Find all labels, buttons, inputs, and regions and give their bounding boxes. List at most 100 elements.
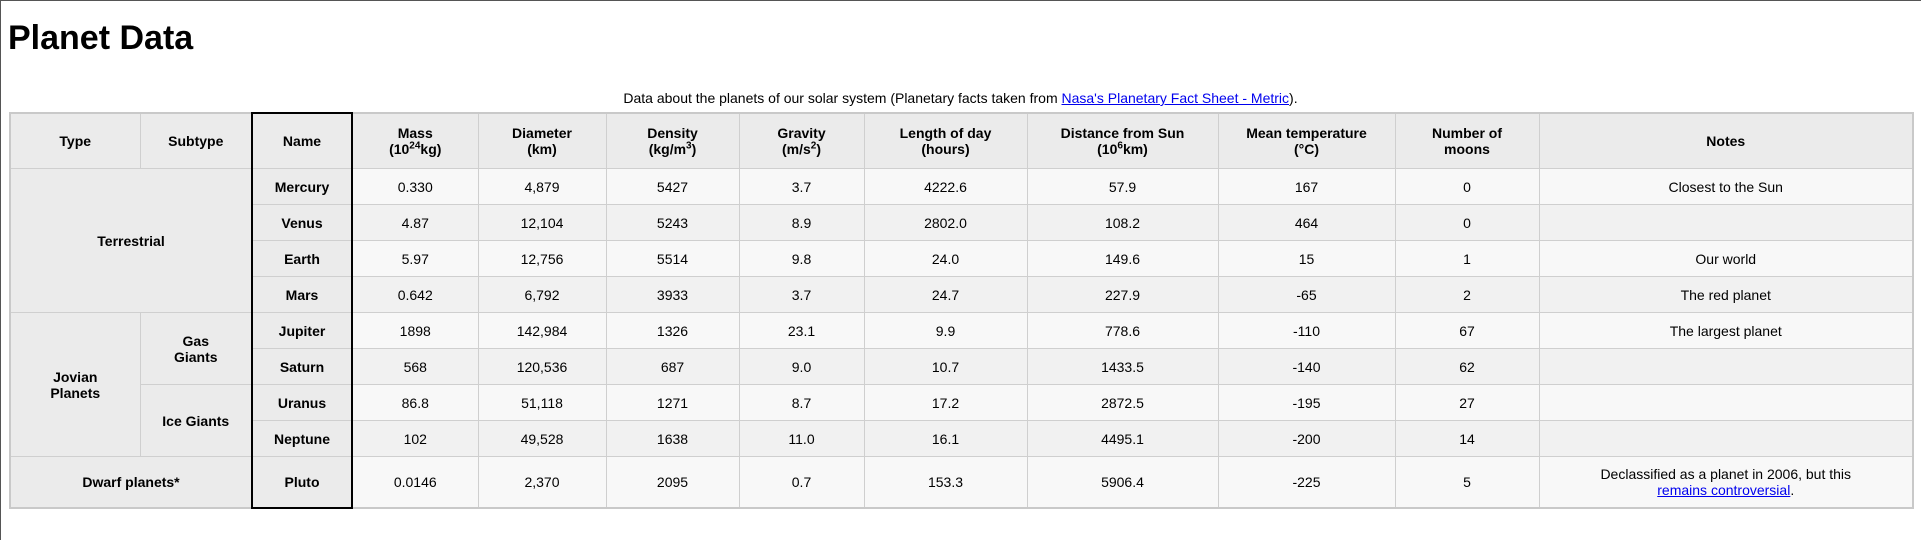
cell-distance: 108.2: [1026, 204, 1219, 241]
header-mass: Mass (1024kg): [351, 112, 479, 169]
planet-name: Jupiter: [251, 312, 353, 349]
header-notes: Notes: [1538, 112, 1914, 169]
cell-temp: -65: [1217, 276, 1396, 313]
header-type: Type: [9, 112, 141, 169]
cell-temp: -140: [1217, 348, 1396, 385]
cell-notes: Declassified as a planet in 2006, but th…: [1538, 456, 1914, 509]
cell-gravity: 3.7: [738, 168, 865, 205]
cell-distance: 4495.1: [1026, 420, 1219, 457]
table-row: Saturn 568 120,536 687 9.0 10.7 1433.5 -…: [10, 348, 1914, 385]
group-ice-giants: Ice Giants: [139, 384, 253, 457]
cell-gravity: 9.0: [738, 348, 865, 385]
header-length-of-day: Length of day (hours): [863, 112, 1028, 169]
cell-day: 10.7: [863, 348, 1028, 385]
header-mean-temperature: Mean temperature (°C): [1217, 112, 1396, 169]
cell-diameter: 120,536: [477, 348, 607, 385]
table-row: Terrestrial Mercury 0.330 4,879 5427 3.7…: [9, 168, 1914, 313]
cell-notes: [1538, 348, 1914, 385]
header-diameter: Diameter (km): [477, 112, 607, 169]
cell-notes: Closest to the Sun: [1538, 168, 1914, 205]
cell-density: 1271: [605, 384, 740, 421]
planet-name: Uranus: [251, 384, 353, 421]
cell-notes: [1538, 420, 1914, 457]
cell-distance: 778.6: [1026, 312, 1219, 349]
cell-density: 3933: [605, 276, 740, 313]
planet-table-wrapper: Data about the planets of our solar syst…: [9, 88, 1914, 509]
cell-temp: -195: [1217, 384, 1396, 421]
cell-diameter: 142,984: [477, 312, 607, 349]
cell-day: 9.9: [863, 312, 1028, 349]
cell-mass: 5.97: [351, 240, 479, 277]
group-dwarf-planets: Dwarf planets*: [9, 456, 253, 509]
cell-diameter: 51,118: [477, 384, 607, 421]
header-row: Type Subtype Name Mass (1024kg) Diameter(…: [9, 112, 1914, 169]
header-subtype: Subtype: [139, 112, 253, 169]
header-density: Density (kg/m3): [605, 112, 740, 169]
cell-day: 153.3: [863, 456, 1028, 509]
planet-name: Mars: [251, 276, 353, 313]
planet-name: Saturn: [251, 348, 353, 385]
table-row: Earth 5.97 12,756 5514 9.8 24.0 149.6 15…: [10, 240, 1914, 277]
remains-controversial-link[interactable]: remains controversial: [1657, 482, 1791, 498]
cell-density: 687: [605, 348, 740, 385]
cell-notes: The largest planet: [1538, 312, 1914, 349]
cell-mass: 86.8: [351, 384, 479, 421]
planet-name: Neptune: [251, 420, 353, 457]
cell-day: 24.7: [863, 276, 1028, 313]
cell-mass: 0.0146: [351, 456, 479, 509]
group-gas-giants: Gas Giants: [139, 312, 253, 385]
nasa-fact-sheet-link[interactable]: Nasa's Planetary Fact Sheet - Metric: [1061, 90, 1290, 106]
table-caption: Data about the planets of our solar syst…: [9, 88, 1912, 112]
cell-temp: -225: [1217, 456, 1396, 509]
cell-diameter: 12,104: [477, 204, 607, 241]
cell-moons: 5: [1394, 456, 1540, 509]
cell-temp: -110: [1217, 312, 1396, 349]
table-row: Dwarf planets* Pluto 0.0146 2,370 2095 0…: [9, 456, 1914, 509]
cell-distance: 227.9: [1026, 276, 1219, 313]
cell-distance: 149.6: [1026, 240, 1219, 277]
cell-density: 1326: [605, 312, 740, 349]
cell-gravity: 8.9: [738, 204, 865, 241]
cell-gravity: 3.7: [738, 276, 865, 313]
cell-distance: 5906.4: [1026, 456, 1219, 509]
cell-mass: 568: [351, 348, 479, 385]
cell-moons: 67: [1394, 312, 1540, 349]
cell-day: 17.2: [863, 384, 1028, 421]
cell-mass: 1898: [351, 312, 479, 349]
cell-gravity: 11.0: [738, 420, 865, 457]
cell-diameter: 4,879: [477, 168, 607, 205]
cell-moons: 62: [1394, 348, 1540, 385]
cell-temp: 464: [1217, 204, 1396, 241]
planet-name: Pluto: [251, 456, 353, 509]
cell-gravity: 23.1: [738, 312, 865, 349]
header-gravity: Gravity (m/s2): [738, 112, 865, 169]
planet-name: Venus: [251, 204, 353, 241]
caption-text-after: ).: [1289, 90, 1298, 106]
cell-moons: 27: [1394, 384, 1540, 421]
cell-gravity: 0.7: [738, 456, 865, 509]
header-name: Name: [251, 112, 353, 169]
cell-gravity: 9.8: [738, 240, 865, 277]
cell-notes: Our world: [1538, 240, 1914, 277]
page-title: Planet Data: [8, 19, 194, 57]
cell-moons: 0: [1394, 168, 1540, 205]
cell-density: 2095: [605, 456, 740, 509]
table-row: Ice Giants Uranus 86.8 51,118 1271 8.7 1…: [10, 384, 1914, 457]
cell-density: 5243: [605, 204, 740, 241]
cell-diameter: 12,756: [477, 240, 607, 277]
cell-density: 1638: [605, 420, 740, 457]
cell-density: 5427: [605, 168, 740, 205]
cell-day: 2802.0: [863, 204, 1028, 241]
cell-diameter: 6,792: [477, 276, 607, 313]
table-row: Neptune 102 49,528 1638 11.0 16.1 4495.1…: [10, 420, 1914, 457]
cell-distance: 1433.5: [1026, 348, 1219, 385]
cell-day: 4222.6: [863, 168, 1028, 205]
planet-data-table: Type Subtype Name Mass (1024kg) Diameter(…: [9, 112, 1914, 509]
cell-moons: 0: [1394, 204, 1540, 241]
cell-notes: [1538, 204, 1914, 241]
table-row: Mars 0.642 6,792 3933 3.7 24.7 227.9 -65…: [10, 276, 1914, 313]
cell-temp: -200: [1217, 420, 1396, 457]
table-row: Jovian Planets Gas Giants Jupiter 1898 142…: [9, 312, 1914, 457]
cell-diameter: 2,370: [477, 456, 607, 509]
caption-text-before: Data about the planets of our solar syst…: [623, 90, 1062, 106]
